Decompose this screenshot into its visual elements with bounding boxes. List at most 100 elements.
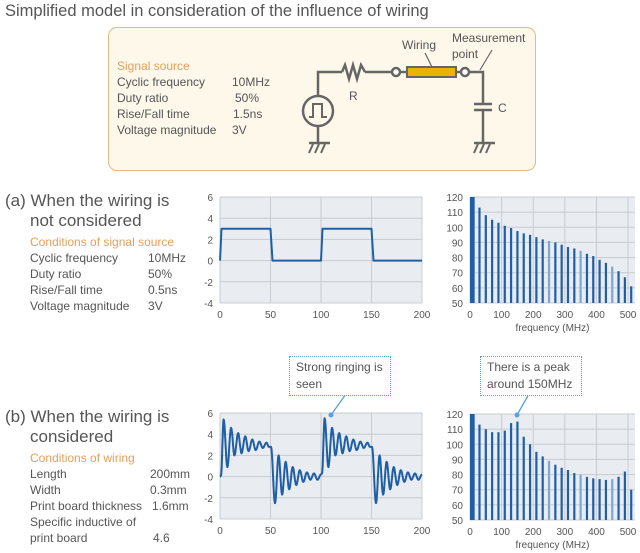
- signal-source-heading: Signal source: [117, 59, 190, 73]
- waveform-chart-b: -4 -2 0 2 4 6 0 50 100 150 200: [204, 409, 431, 537]
- spectrum-bar: [528, 444, 532, 520]
- y-tick-label: 4: [207, 430, 213, 441]
- x-tick-label: 0: [217, 526, 223, 537]
- spectrum-bar: [541, 456, 544, 520]
- x-tick-label: 200: [525, 527, 542, 538]
- condition-value: 200mm: [150, 467, 191, 481]
- x-tick-label: 500: [620, 527, 637, 538]
- spectrum-bar: [470, 414, 473, 520]
- spectrum-bar: [471, 197, 475, 303]
- model-box: [108, 27, 536, 171]
- waveform-chart-a: -4 -2 0 2 4 6 0 50 100 150 200: [204, 193, 431, 321]
- x-tick-label: 100: [493, 310, 510, 321]
- x-tick-label: 50: [265, 526, 277, 537]
- page-title: Simplified model in consideration of the…: [5, 2, 429, 20]
- resistor-icon: [340, 60, 367, 84]
- spectrum-bar: [598, 479, 601, 520]
- spectrum-bar: [566, 470, 570, 520]
- condition-value: 0.3mm: [150, 483, 187, 497]
- spectrum-bar: [611, 479, 614, 520]
- x-axis-label: frequency (MHz): [516, 323, 590, 334]
- condition-value: 1.6mm: [152, 499, 189, 513]
- x-tick-label: 400: [588, 527, 605, 538]
- plot-area: [470, 414, 635, 520]
- spectrum-bar: [592, 478, 595, 520]
- pulse-glyph-icon: [309, 103, 327, 118]
- model-row-label: Voltage magnitude: [117, 123, 217, 137]
- waveform-line: [219, 227, 422, 262]
- y-tick-label: 0: [207, 473, 213, 484]
- model-row-label: Cyclic frequency: [117, 75, 206, 89]
- spectrum-bar: [471, 414, 475, 520]
- waveform-line: [219, 417, 423, 505]
- y-tick-label: -4: [204, 299, 213, 310]
- condition-label: print board: [30, 531, 88, 545]
- spectrum-bar: [478, 424, 481, 520]
- spectrum-chart-a: 50 60 70 80 90 100 110 120 0 100 200 300 400 500 frequ…: [446, 193, 637, 334]
- x-tick-label: 100: [313, 526, 330, 537]
- condition-label: Length: [30, 467, 67, 481]
- spectrum-bar: [491, 219, 494, 303]
- condition-value: 4.6: [153, 531, 170, 545]
- terminal-icon: [390, 66, 402, 78]
- y-tick-label: -2: [204, 278, 213, 289]
- spectrum-bar: [509, 228, 513, 303]
- model-row-value: 50%: [235, 91, 260, 105]
- condition-label: Cyclic frequency: [30, 251, 119, 265]
- section-a-conditions-heading: Conditions of signal source: [30, 235, 175, 249]
- spectrum-bar: [604, 262, 608, 303]
- x-tick-label: 50: [265, 310, 277, 321]
- spectrum-bar: [497, 222, 500, 303]
- resistor-label: R: [349, 89, 358, 103]
- x-tick-label: 200: [414, 526, 431, 537]
- y-tick-label: 60: [452, 501, 464, 512]
- model-row-value: 3V: [232, 123, 247, 137]
- spectrum-bar: [604, 479, 608, 520]
- y-tick-label: 120: [446, 193, 463, 204]
- spectrum-bar: [516, 421, 519, 520]
- spectrum-bar: [516, 231, 519, 303]
- x-tick-label: 300: [556, 527, 573, 538]
- y-tick-label: 80: [452, 254, 464, 265]
- spectrum-bar: [535, 451, 538, 520]
- x-tick-label: 0: [467, 310, 473, 321]
- y-tick-label: 50: [452, 299, 464, 310]
- spectrum-chart-b: 50 60 70 80 90 100 110 120 0 100 200 300 400 500 frequ…: [446, 410, 637, 551]
- model-row-label: Duty ratio: [117, 91, 169, 105]
- x-tick-label: 500: [620, 310, 637, 321]
- callout-ringing: Strong ringing is seen: [289, 356, 391, 396]
- spectrum-bar: [522, 233, 525, 303]
- y-tick-label: 6: [207, 409, 213, 420]
- spectrum-bar: [554, 464, 557, 520]
- spectrum-bar: [598, 259, 601, 303]
- spectrum-bar: [579, 250, 582, 303]
- y-tick-label: 100: [446, 440, 463, 451]
- condition-value: 3V: [148, 299, 163, 313]
- x-tick-label: 0: [467, 527, 473, 538]
- spectrum-bar: [535, 237, 538, 303]
- spectrum-bar: [585, 476, 589, 520]
- y-tick-label: 2: [207, 451, 213, 462]
- capacitor-label: C: [498, 101, 507, 115]
- spectrum-bar: [573, 473, 576, 520]
- spectrum-bar: [560, 244, 563, 303]
- spectrum-bar: [592, 256, 595, 303]
- spectrum-bar: [470, 197, 473, 303]
- spectrum-bar: [503, 430, 506, 520]
- terminal-icon: [459, 66, 471, 78]
- y-tick-label: 6: [207, 193, 213, 204]
- x-tick-label: 100: [313, 310, 330, 321]
- condition-value: 0.5ns: [148, 283, 178, 297]
- y-tick-label: 110: [447, 425, 463, 436]
- condition-label: Print board thickness: [30, 499, 143, 513]
- section-b-conditions-heading: Conditions of wiring: [30, 451, 135, 465]
- condition-value: 10MHz: [148, 251, 187, 265]
- wire: [316, 70, 342, 96]
- condition-label: Specific inductive of: [30, 515, 137, 529]
- x-tick-label: 100: [493, 527, 510, 538]
- spectrum-bar: [617, 271, 620, 303]
- ground-icon: [308, 141, 330, 154]
- y-tick-label: 70: [452, 486, 464, 497]
- spectrum-bar: [484, 215, 487, 303]
- condition-label: Voltage magnitude: [30, 299, 130, 313]
